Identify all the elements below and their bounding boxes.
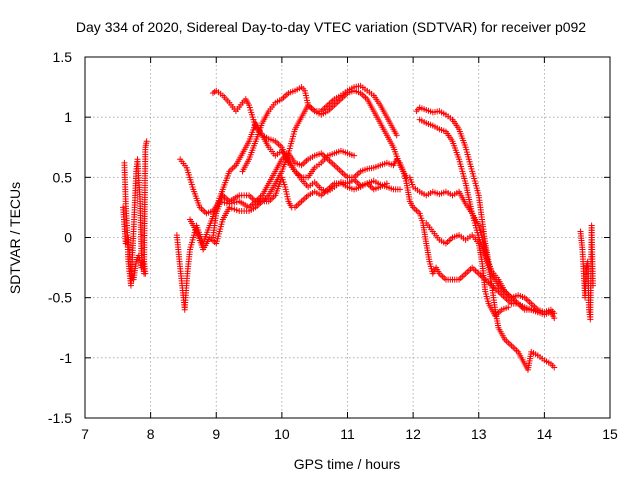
data-point (393, 132, 400, 139)
series-track-j (416, 116, 541, 316)
y-tick-label: -1 (60, 350, 73, 366)
y-tick-label: -0.5 (48, 290, 72, 306)
data-point (351, 152, 358, 159)
data-point (534, 309, 541, 316)
series-track-b (120, 204, 149, 283)
data-point (589, 282, 596, 289)
x-tick-label: 9 (212, 426, 220, 442)
data-point (551, 310, 558, 317)
x-axis-tick-labels: 7 8 9 10 11 12 13 14 15 (81, 426, 618, 442)
data-marks (120, 82, 596, 373)
y-tick-label: 1.5 (53, 49, 73, 65)
series-track-g (209, 87, 358, 181)
x-tick-label: 12 (405, 426, 421, 442)
y-tick-label: 0.5 (53, 169, 73, 185)
x-axis-label: GPS time / hours (294, 456, 401, 472)
series-track-e (187, 174, 390, 253)
chart-title: Day 334 of 2020, Sidereal Day-to-day VTE… (76, 19, 586, 35)
series-track-f (209, 87, 558, 373)
data-point (551, 364, 558, 371)
series-track-h (239, 82, 400, 175)
data-point (397, 186, 403, 193)
data-point (505, 304, 512, 311)
data-point (143, 138, 150, 145)
data-point (383, 180, 390, 187)
series-track-k (423, 220, 512, 319)
x-tick-label: 10 (274, 426, 290, 442)
series-track-c (173, 120, 403, 313)
y-axis-label: SDTVAR / TECUs (7, 182, 23, 294)
data-point (142, 270, 149, 277)
y-axis-tick-labels: -1.5 -1 -0.5 0 0.5 1 1.5 (48, 49, 72, 426)
x-tick-label: 14 (537, 426, 553, 442)
x-tick-label: 15 (602, 426, 618, 442)
y-tick-label: 1 (64, 109, 72, 125)
grid (85, 57, 610, 418)
series-track-d (177, 150, 558, 322)
x-tick-label: 8 (147, 426, 155, 442)
x-tick-label: 13 (471, 426, 487, 442)
series-track-l (577, 222, 596, 323)
y-tick-label: 0 (64, 230, 72, 246)
x-tick-label: 11 (340, 426, 355, 442)
axis-ticks (84, 56, 611, 419)
y-tick-label: -1.5 (48, 410, 72, 426)
x-tick-label: 7 (81, 426, 89, 442)
